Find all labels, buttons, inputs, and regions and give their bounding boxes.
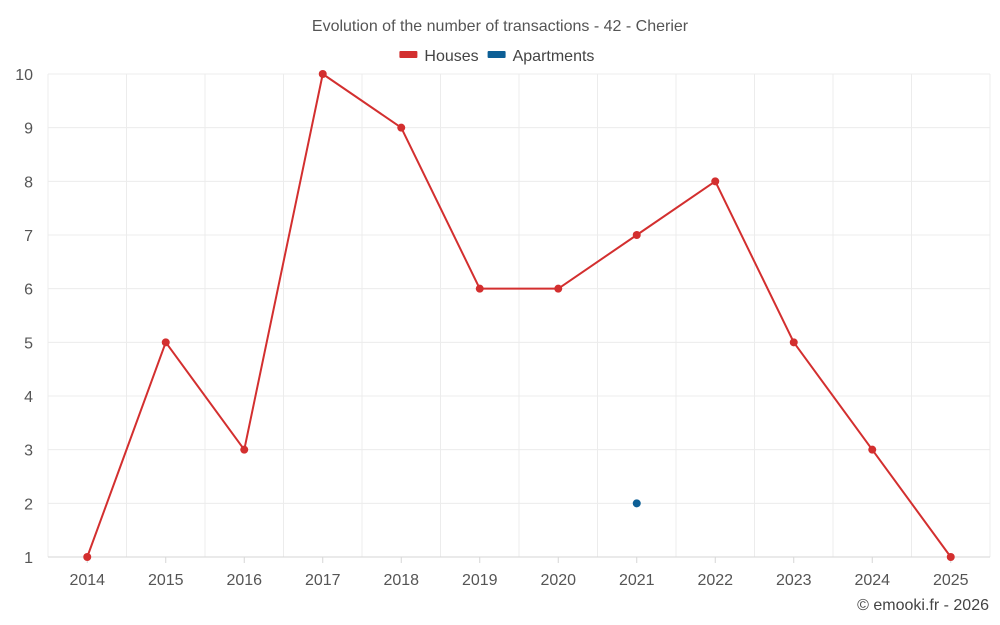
y-tick-label-4: 4 (24, 389, 33, 406)
houses-point-2022 (711, 177, 720, 186)
apartments-point-2021 (632, 499, 641, 508)
x-tick-label-2017: 2017 (305, 572, 341, 589)
x-tick-label-2018: 2018 (383, 572, 419, 589)
chart-title: Evolution of the number of transactions … (312, 18, 689, 35)
x-tick-label-2016: 2016 (226, 572, 262, 589)
houses-point-2016 (240, 445, 249, 454)
x-tick-label-2021: 2021 (619, 572, 655, 589)
y-tick-label-10: 10 (15, 67, 33, 84)
houses-point-2015 (161, 338, 170, 347)
x-tick-label-2020: 2020 (540, 572, 576, 589)
legend-swatch-apartments (487, 51, 506, 58)
y-tick-label-3: 3 (24, 443, 33, 460)
credit-text: © emooki.fr - 2026 (857, 597, 989, 614)
grid (47, 73, 991, 557)
houses-point-2017 (318, 70, 327, 78)
series (83, 70, 955, 561)
x-tick-label-2022: 2022 (697, 572, 733, 589)
houses-point-2021 (632, 231, 641, 239)
houses-point-2018 (397, 123, 406, 132)
x-tick-label-2023: 2023 (776, 572, 812, 589)
houses-point-2025 (946, 553, 955, 561)
houses-point-2023 (789, 338, 798, 347)
x-tick-label-2024: 2024 (854, 572, 890, 589)
houses-point-2019 (475, 284, 484, 293)
legend: Houses Apartments (399, 48, 594, 65)
x-tick-label-2015: 2015 (148, 572, 184, 589)
y-tick-label-9: 9 (24, 121, 33, 138)
y-tick-label-7: 7 (24, 228, 33, 245)
x-tick-label-2019: 2019 (462, 572, 498, 589)
x-tick-label-2014: 2014 (69, 572, 105, 589)
houses-point-2024 (868, 445, 877, 454)
houses-series-line (86, 73, 952, 558)
houses-point-2020 (554, 284, 563, 293)
legend-label-houses: Houses (424, 48, 478, 65)
legend-swatch-houses (399, 51, 418, 58)
y-tick-label-1: 1 (24, 550, 33, 567)
y-tick-label-6: 6 (24, 282, 33, 299)
y-tick-label-5: 5 (24, 335, 33, 352)
axes: 1 2 3 4 5 6 7 8 9 10 2014 2015 2016 2017 2018 2019 2020 2… (15, 67, 990, 589)
x-tick-label-2025: 2025 (933, 572, 969, 589)
houses-point-2014 (83, 553, 92, 561)
legend-label-apartments: Apartments (513, 48, 595, 65)
y-tick-label-8: 8 (24, 174, 33, 191)
y-tick-label-2: 2 (24, 496, 33, 513)
